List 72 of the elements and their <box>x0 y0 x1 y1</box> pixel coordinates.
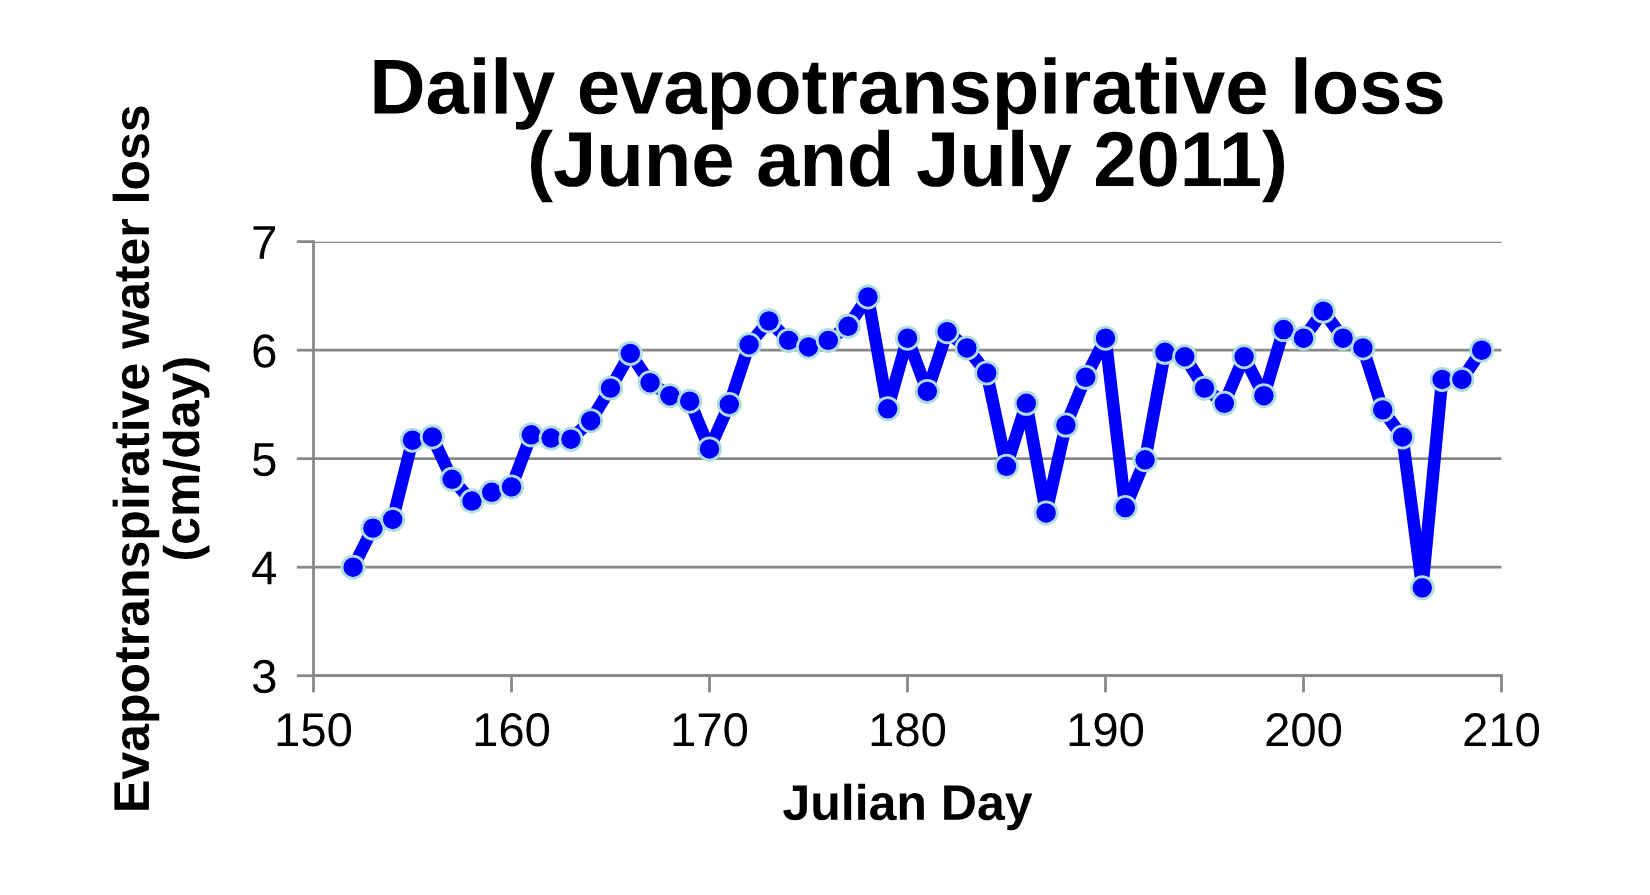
y-axis-title: Evapotranspirative water loss (cm/day) <box>112 106 210 810</box>
point <box>1073 364 1099 390</box>
point <box>518 422 544 448</box>
y-tick-label: 5 <box>253 443 276 477</box>
x-tick-label: 160 <box>475 713 550 747</box>
point <box>974 360 1000 386</box>
x-tick-label: 190 <box>1069 713 1144 747</box>
point <box>1112 495 1138 521</box>
point <box>835 313 861 339</box>
point <box>697 436 722 462</box>
point <box>1033 500 1059 526</box>
point <box>1310 298 1336 324</box>
point <box>776 327 802 353</box>
point <box>994 453 1019 479</box>
x-axis-title: Julian Day <box>783 783 1033 831</box>
y-tick-label: 3 <box>252 659 276 694</box>
point <box>1469 337 1495 363</box>
point <box>1390 424 1415 450</box>
point <box>1291 325 1316 351</box>
point <box>815 327 841 353</box>
point <box>1211 390 1237 416</box>
point <box>934 319 960 345</box>
point <box>400 427 425 453</box>
point <box>914 378 940 404</box>
point <box>796 334 821 360</box>
point <box>855 284 881 310</box>
point <box>538 425 564 451</box>
point <box>637 370 663 396</box>
point <box>1152 339 1178 365</box>
x-tick-label: 150 <box>277 713 352 747</box>
point <box>1172 344 1198 370</box>
chart-title: Daily evapotranspirative loss (June and July 2011) <box>374 57 1443 203</box>
point <box>340 554 366 580</box>
point <box>1093 325 1118 351</box>
point <box>459 488 485 514</box>
point <box>1330 325 1356 351</box>
point <box>1370 397 1396 423</box>
point <box>1350 335 1376 361</box>
x-tick-label: 180 <box>871 713 946 747</box>
point <box>1132 447 1158 473</box>
point <box>875 396 901 422</box>
point <box>756 308 782 334</box>
point <box>736 332 762 358</box>
point <box>439 466 465 492</box>
point <box>1053 412 1079 438</box>
point <box>1192 375 1217 401</box>
point <box>677 388 703 414</box>
point <box>1251 383 1277 409</box>
point <box>1409 575 1435 601</box>
point <box>1013 390 1039 416</box>
x-tick-label: 210 <box>1464 713 1540 747</box>
point <box>1449 366 1475 392</box>
y-tick-label: 7 <box>253 226 276 259</box>
point <box>499 474 524 500</box>
point <box>1271 317 1297 343</box>
x-tick-label: 200 <box>1266 713 1342 747</box>
point <box>954 335 980 361</box>
point <box>1231 344 1257 370</box>
point <box>657 383 683 409</box>
point <box>895 325 920 351</box>
point <box>380 506 406 532</box>
point <box>360 515 386 541</box>
y-tick-label: 4 <box>252 551 277 585</box>
point <box>479 479 505 505</box>
point <box>419 424 445 450</box>
y-tick-label: 6 <box>253 334 276 368</box>
x-tick-label: 170 <box>673 713 748 747</box>
point <box>598 375 623 401</box>
point <box>558 426 584 452</box>
point <box>617 340 643 366</box>
point <box>716 391 742 417</box>
point <box>578 408 604 434</box>
